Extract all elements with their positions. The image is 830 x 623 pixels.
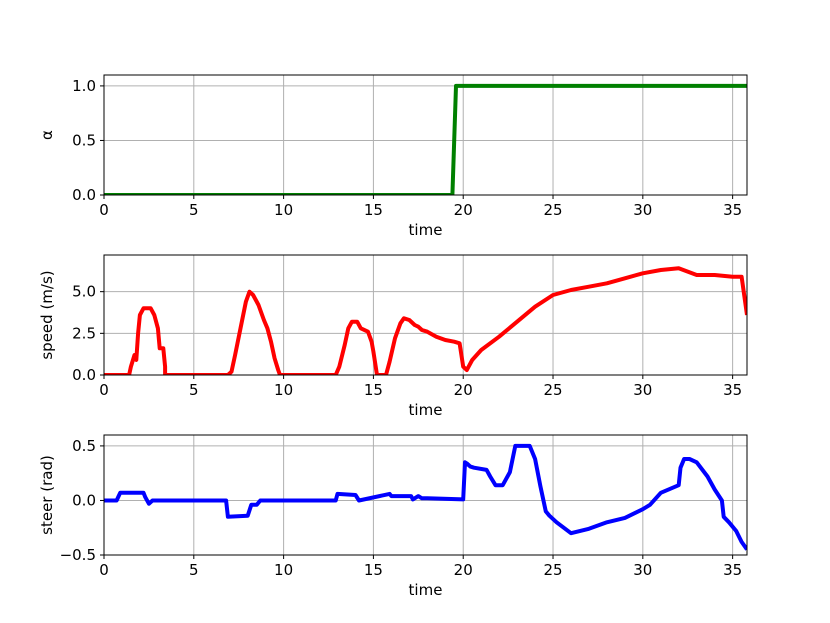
x-tick-label: 35 [723, 201, 742, 219]
x-tick-label: 15 [364, 201, 383, 219]
x-tick-label: 20 [454, 381, 473, 399]
x-tick-label: 10 [274, 381, 293, 399]
y-tick-label: 0.5 [72, 131, 96, 149]
y-tick-label: 0.0 [72, 186, 96, 204]
x-tick-label: 0 [99, 201, 109, 219]
y-tick-label: 0.0 [72, 366, 96, 384]
x-tick-label: 0 [99, 381, 109, 399]
series-line [104, 83, 747, 195]
x-tick-label: 0 [99, 561, 109, 579]
subplot-1: 0 5 10 15 20 25 30 35 0.0 0.5 1.0 time α [38, 74, 748, 239]
x-tick-label: 25 [543, 381, 562, 399]
y-axis-label: speed (m/s) [38, 270, 56, 359]
x-tick-label: 20 [454, 201, 473, 219]
x-tick-label: 5 [189, 201, 199, 219]
subplots: 0 5 10 15 20 25 30 35 0.0 0.5 1.0 time α 0 5 10 15 20 25 30… [38, 74, 748, 599]
x-tick-label: 30 [633, 381, 652, 399]
x-tick-label: 30 [633, 201, 652, 219]
y-tick-label: 0.5 [72, 437, 96, 455]
x-tick-label: 15 [364, 381, 383, 399]
x-tick-label: 5 [189, 381, 199, 399]
subplot-3: 0 5 10 15 20 25 30 35 −0.5 0.0 0.5 time steer (rad) [38, 434, 748, 599]
x-tick-label: 30 [633, 561, 652, 579]
x-axis-label: time [409, 401, 443, 419]
subplot-2: 0 5 10 15 20 25 30 35 0.0 2.5 5.0 time speed (m/s) [38, 254, 748, 419]
x-tick-label: 35 [723, 561, 742, 579]
y-tick-label: −0.5 [60, 546, 96, 564]
x-axis-label: time [409, 221, 443, 239]
y-tick-label: 5.0 [72, 283, 96, 301]
y-axis-label: steer (rad) [38, 455, 56, 535]
x-tick-label: 35 [723, 381, 742, 399]
y-tick-label: 2.5 [72, 324, 96, 342]
y-tick-label: 1.0 [72, 77, 96, 95]
series-line [104, 443, 747, 551]
axes-frame [103, 74, 748, 196]
x-tick-label: 25 [543, 561, 562, 579]
axes-frame [103, 434, 748, 556]
x-tick-label: 20 [454, 561, 473, 579]
x-tick-label: 25 [543, 201, 562, 219]
x-tick-label: 10 [274, 561, 293, 579]
x-tick-label: 5 [189, 561, 199, 579]
series-line [104, 266, 747, 375]
y-tick-label: 0.0 [72, 491, 96, 509]
y-axis-label: α [38, 130, 56, 140]
axes-frame [103, 254, 748, 376]
x-axis-label: time [409, 581, 443, 599]
x-tick-label: 15 [364, 561, 383, 579]
x-tick-label: 10 [274, 201, 293, 219]
